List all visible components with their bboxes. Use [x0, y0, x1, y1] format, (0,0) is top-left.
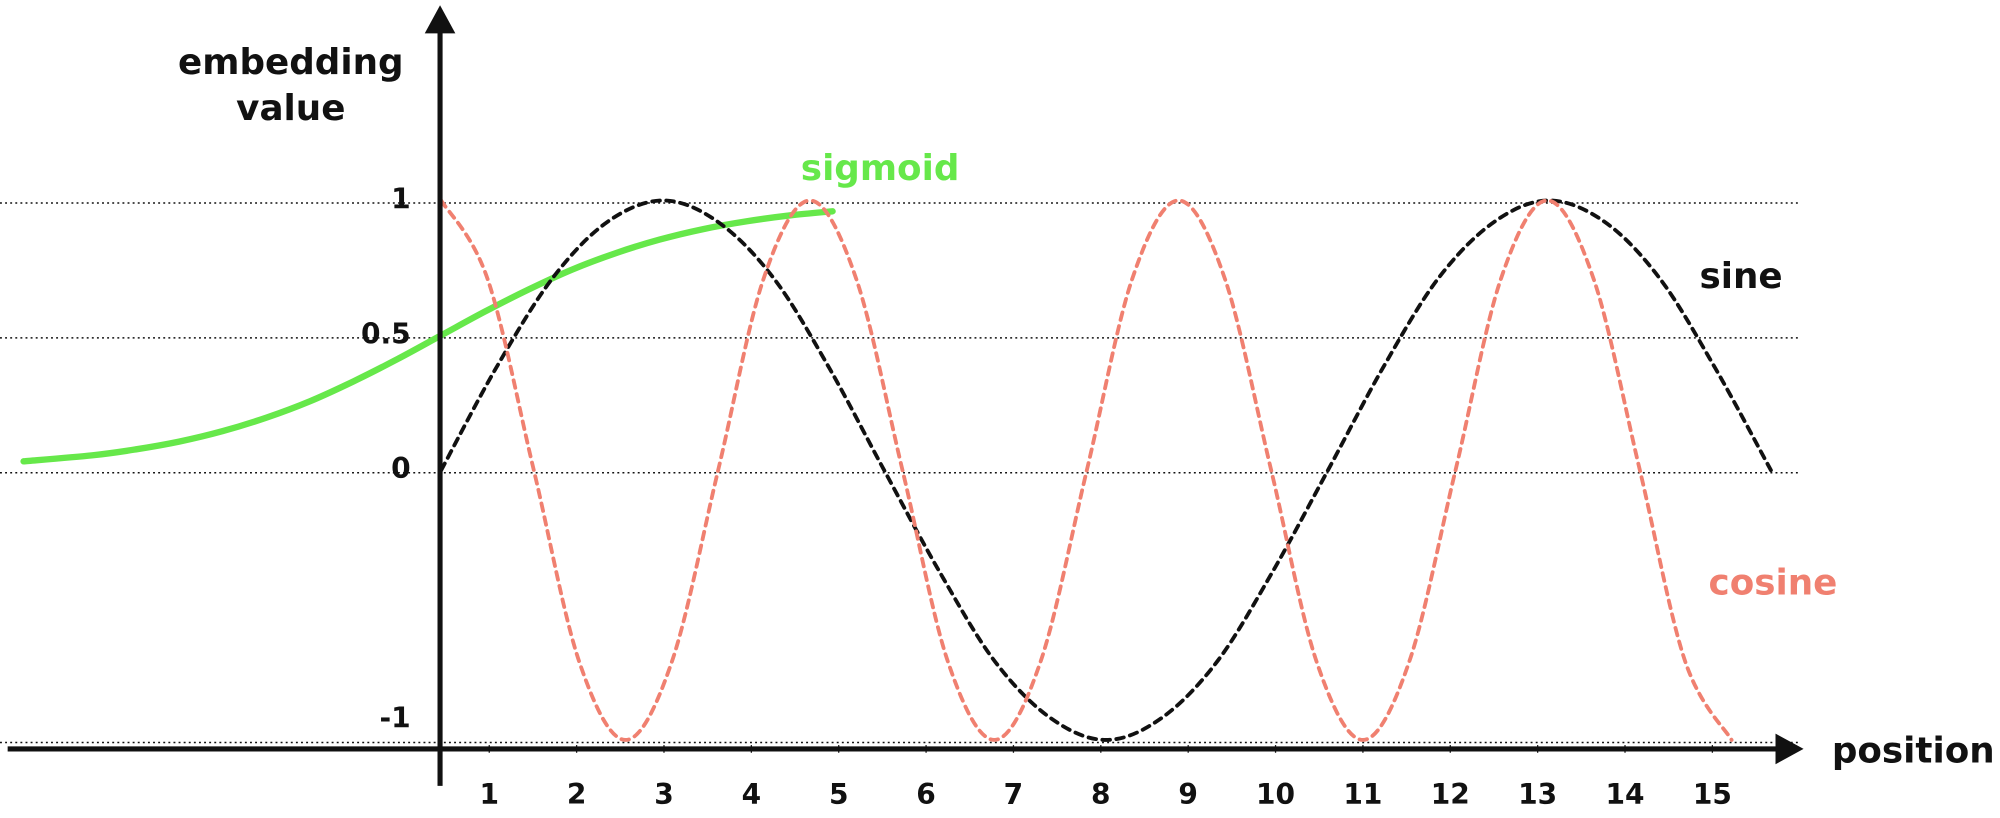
- y-tick-label: 1: [391, 182, 411, 215]
- x-tick-label: 3: [654, 778, 674, 811]
- x-axis-arrow: [1775, 733, 1804, 765]
- grid: [0, 202, 1799, 744]
- series-label: sine: [1700, 256, 1783, 297]
- x-tick-label: 13: [1518, 778, 1557, 811]
- x-tick-label: 1: [479, 778, 499, 811]
- x-tick-label: 9: [1178, 778, 1198, 811]
- y-tick-label: -1: [380, 702, 411, 735]
- x-axis-label: position: [1832, 731, 1995, 772]
- y-axis-label: embedding: [178, 42, 404, 83]
- x-tick-label: 7: [1004, 778, 1024, 811]
- series-line: [439, 198, 1773, 742]
- x-tick-label: 14: [1605, 778, 1644, 811]
- x-tick-label: 15: [1693, 778, 1732, 811]
- series-line: [439, 198, 1734, 742]
- x-tick-label: 8: [1091, 778, 1111, 811]
- x-tick-label: 6: [916, 778, 936, 811]
- curves: [20, 198, 1773, 742]
- x-tick-label: 12: [1431, 778, 1470, 811]
- x-tick-label: 4: [742, 778, 762, 811]
- x-tick-label: 10: [1256, 778, 1295, 811]
- ticks: -100.511 2 3 4 5 6 7 8 9 10 11 12 13 14 15sigmoidsinec…: [361, 148, 1837, 811]
- y-tick-label: 0.5: [361, 317, 411, 350]
- series-label: cosine: [1709, 562, 1838, 603]
- x-tick-label: 2: [567, 778, 587, 811]
- series-label: sigmoid: [801, 148, 960, 189]
- y-tick-label: 0: [391, 452, 411, 485]
- y-axis-arrow: [424, 5, 456, 34]
- series-line: [20, 208, 836, 465]
- x-tick-label: 5: [829, 778, 849, 811]
- x-tick-label: 11: [1343, 778, 1382, 811]
- y-axis-label: value: [236, 88, 345, 129]
